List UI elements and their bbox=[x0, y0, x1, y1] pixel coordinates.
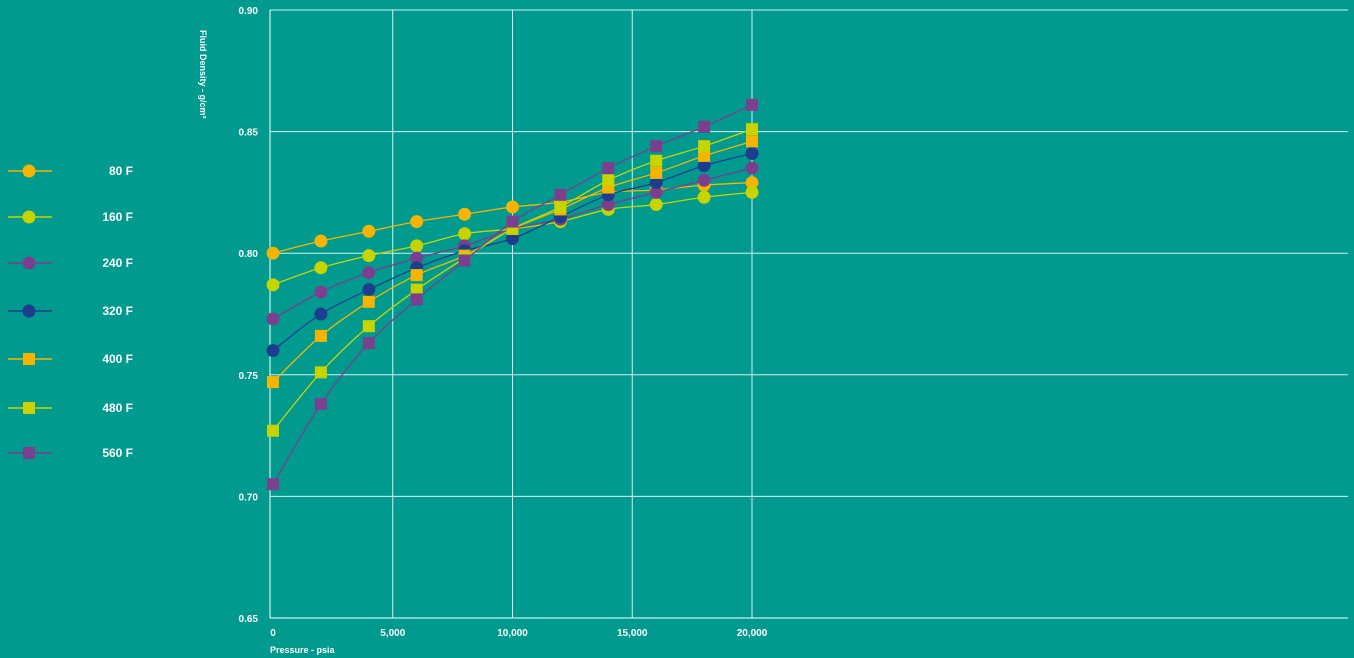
x-tick-labels: 0 5,000 10,000 15,000 20,000 bbox=[270, 628, 768, 639]
y-tick-label: 0.85 bbox=[239, 128, 259, 139]
data-point-160f bbox=[362, 249, 376, 263]
y-tick-label: 0.75 bbox=[239, 371, 259, 382]
data-point-320f bbox=[266, 343, 280, 357]
data-point-400f bbox=[746, 135, 758, 148]
data-point-560f bbox=[362, 337, 375, 350]
legend-item-320f: 320 F bbox=[8, 304, 133, 318]
data-point-160f bbox=[458, 227, 472, 241]
legend-label: 400 F bbox=[102, 352, 133, 366]
legend-label: 480 F bbox=[102, 401, 133, 415]
x-axis-title: Pressure - psia bbox=[270, 645, 336, 655]
data-point-480f bbox=[362, 320, 375, 333]
data-point-400f bbox=[698, 149, 711, 162]
data-point-160f bbox=[266, 278, 280, 292]
data-point-560f bbox=[698, 120, 711, 133]
y-axis-title: Fluid Density - g/cm³ bbox=[198, 30, 208, 119]
data-point-160f bbox=[410, 239, 424, 253]
legend: 80 F 160 F 240 F 320 F 400 F 480 F 560 F bbox=[8, 164, 133, 460]
grid-lines bbox=[269, 9, 1348, 619]
legend-marker bbox=[22, 304, 36, 318]
data-point-160f bbox=[314, 261, 328, 275]
data-point-320f bbox=[506, 232, 519, 246]
data-point-160f bbox=[697, 190, 711, 204]
data-point-560f bbox=[554, 188, 567, 201]
x-tick-label: 10,000 bbox=[497, 628, 528, 639]
data-point-240f bbox=[601, 198, 615, 212]
legend-label: 560 F bbox=[102, 446, 133, 460]
data-point-560f bbox=[602, 162, 615, 175]
data-point-80f bbox=[745, 176, 759, 190]
x-tick-label: 0 bbox=[270, 628, 276, 639]
legend-item-240f: 240 F bbox=[8, 256, 133, 270]
data-point-480f bbox=[698, 140, 711, 153]
legend-item-160f: 160 F bbox=[8, 210, 133, 224]
legend-marker bbox=[22, 256, 36, 270]
legend-label: 320 F bbox=[102, 304, 133, 318]
data-point-240f bbox=[362, 266, 376, 280]
data-point-480f bbox=[267, 424, 279, 437]
data-point-320f bbox=[314, 307, 328, 321]
data-point-240f bbox=[745, 161, 759, 175]
data-point-240f bbox=[314, 285, 328, 299]
data-point-400f bbox=[267, 376, 279, 389]
data-point-480f bbox=[746, 123, 758, 136]
data-point-560f bbox=[458, 254, 471, 267]
y-tick-label: 0.70 bbox=[239, 492, 259, 503]
data-point-80f bbox=[314, 234, 328, 248]
legend-marker bbox=[23, 353, 35, 365]
data-point-560f bbox=[410, 293, 423, 306]
legend-label: 160 F bbox=[102, 210, 133, 224]
data-point-320f bbox=[362, 283, 376, 297]
data-point-80f bbox=[362, 224, 376, 238]
data-point-400f bbox=[410, 269, 423, 282]
series-lines bbox=[266, 98, 759, 491]
y-tick-label: 0.80 bbox=[239, 249, 259, 260]
data-point-320f bbox=[697, 159, 711, 173]
series-markers-320f bbox=[266, 146, 759, 357]
data-point-560f bbox=[314, 397, 327, 410]
data-point-560f bbox=[506, 215, 519, 228]
legend-marker bbox=[22, 210, 36, 224]
data-point-480f bbox=[650, 154, 663, 167]
y-tick-labels: 0.65 0.70 0.75 0.80 0.85 0.90 bbox=[239, 6, 259, 625]
data-point-560f bbox=[650, 140, 663, 153]
data-point-80f bbox=[266, 246, 280, 260]
data-point-480f bbox=[602, 174, 615, 187]
data-point-320f bbox=[649, 176, 663, 190]
data-point-240f bbox=[649, 185, 663, 199]
data-point-160f bbox=[649, 198, 663, 212]
data-point-320f bbox=[745, 146, 759, 160]
x-tick-label: 20,000 bbox=[737, 628, 768, 639]
data-point-160f bbox=[745, 185, 759, 199]
legend-item-400f: 400 F bbox=[8, 352, 133, 366]
legend-label: 80 F bbox=[109, 164, 133, 178]
data-point-400f bbox=[362, 295, 375, 308]
legend-marker bbox=[23, 402, 35, 414]
data-point-240f bbox=[697, 173, 711, 187]
series-markers-560f bbox=[267, 98, 758, 491]
legend-item-480f: 480 F bbox=[8, 401, 133, 415]
legend-item-560f: 560 F bbox=[8, 446, 133, 460]
data-point-400f bbox=[314, 329, 327, 342]
data-point-480f bbox=[554, 200, 567, 213]
legend-marker bbox=[22, 164, 36, 178]
legend-label: 240 F bbox=[102, 256, 133, 270]
y-tick-label: 0.90 bbox=[239, 6, 259, 17]
x-tick-label: 5,000 bbox=[380, 628, 405, 639]
data-point-560f bbox=[746, 98, 758, 111]
y-tick-label: 0.65 bbox=[239, 614, 259, 625]
x-tick-label: 15,000 bbox=[617, 628, 648, 639]
data-point-240f bbox=[410, 251, 424, 265]
data-point-480f bbox=[410, 283, 423, 296]
legend-item-80f: 80 F bbox=[8, 164, 133, 178]
data-point-480f bbox=[314, 366, 327, 379]
data-point-400f bbox=[650, 166, 663, 179]
data-point-80f bbox=[410, 215, 424, 229]
data-point-80f bbox=[506, 200, 519, 214]
data-point-80f bbox=[458, 207, 472, 221]
legend-marker bbox=[23, 447, 35, 459]
data-point-240f bbox=[266, 312, 280, 326]
data-point-560f bbox=[267, 478, 279, 491]
